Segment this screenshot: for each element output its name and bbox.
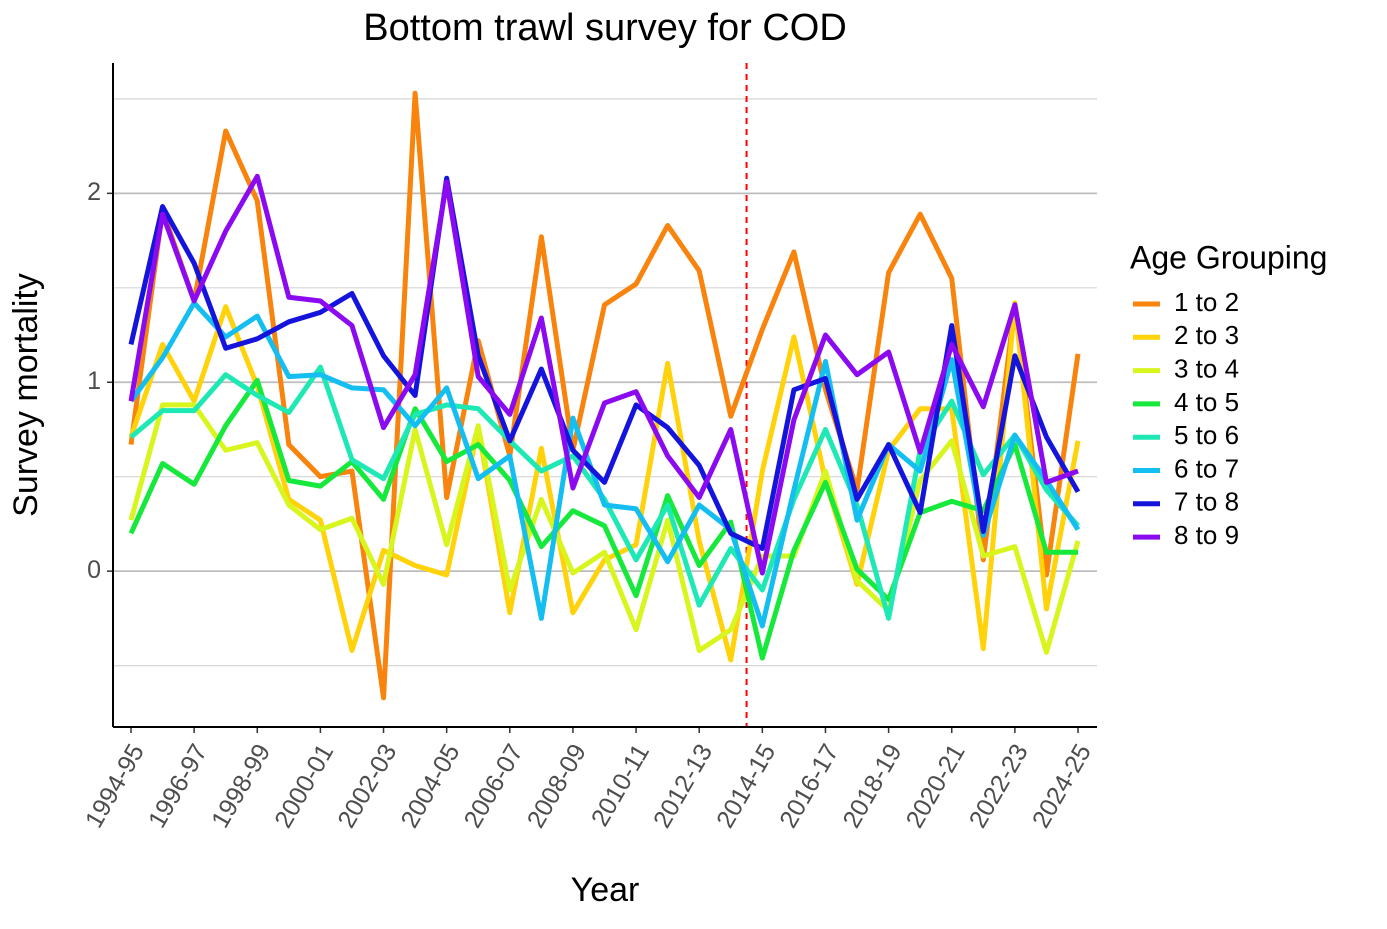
legend-label: 4 to 5 (1174, 387, 1239, 417)
x-tick-label: 1998-99 (206, 739, 276, 832)
x-tick-label: 2000-01 (269, 739, 339, 832)
y-axis-title: Survey mortality (7, 273, 45, 517)
y-tick-label: 0 (87, 556, 101, 584)
x-axis-title: Year (571, 871, 640, 909)
legend-title: Age Grouping (1130, 239, 1327, 275)
y-tick-label: 1 (87, 367, 101, 395)
x-tick-label: 2016-17 (774, 739, 844, 832)
legend-label: 6 to 7 (1174, 453, 1239, 483)
legend-label: 5 to 6 (1174, 420, 1239, 450)
series-line (128, 300, 1081, 663)
x-tick-label: 2008-09 (522, 739, 592, 832)
legend-label: 3 to 4 (1174, 353, 1239, 383)
x-tick-label: 2004-05 (395, 739, 465, 832)
x-tick-label: 2020-21 (901, 739, 971, 832)
x-tick-label: 1994-95 (80, 739, 150, 832)
legend-label: 8 to 9 (1174, 520, 1239, 550)
x-tick-label: 1996-97 (143, 739, 213, 832)
x-tick-label: 2012-13 (648, 739, 718, 832)
series-line (128, 173, 1079, 576)
legend-label: 2 to 3 (1174, 320, 1239, 350)
x-tick-label: 2014-15 (711, 739, 781, 832)
legend-label: 7 to 8 (1174, 487, 1239, 517)
series-line (128, 300, 1081, 629)
series-line (128, 175, 1081, 551)
x-tick-label: 2018-19 (837, 739, 907, 832)
legend-label: 1 to 2 (1174, 287, 1239, 317)
series-line (128, 402, 1081, 655)
x-tick-label: 2022-23 (964, 739, 1034, 832)
chart-title: Bottom trawl survey for COD (363, 7, 847, 49)
x-tick-label: 2010-11 (586, 739, 655, 831)
x-tick-label: 2002-03 (332, 739, 402, 832)
x-tick-label: 2024-25 (1027, 739, 1097, 832)
y-tick-label: 2 (87, 178, 101, 206)
series-line (128, 90, 1081, 701)
x-tick-label: 2006-07 (459, 739, 529, 832)
